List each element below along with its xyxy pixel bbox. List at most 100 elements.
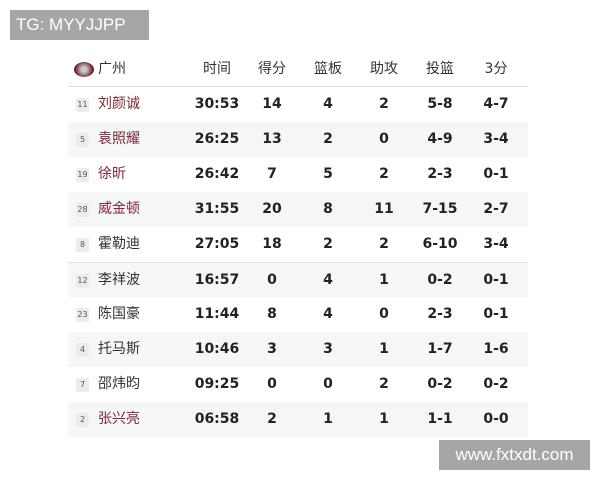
jersey-number: 19: [76, 168, 89, 182]
player-name[interactable]: 威金顿: [98, 201, 140, 217]
stat-fg: 1-7: [427, 341, 453, 357]
stat-points: 13: [262, 131, 282, 147]
stat-minutes: 11:44: [194, 306, 240, 322]
stat-assists: 2: [379, 96, 389, 112]
table-row[interactable]: 4 托马斯 10:46 3 3 1 1-7 1-6: [68, 332, 528, 367]
jersey-number: 7: [76, 378, 89, 392]
player-name[interactable]: 陈国豪: [98, 306, 140, 322]
stat-rebounds: 2: [323, 236, 333, 252]
stat-fg: 7-15: [422, 201, 458, 217]
col-assists: 助攻: [370, 61, 398, 77]
player-name[interactable]: 托马斯: [98, 341, 140, 357]
stat-assists: 2: [379, 376, 389, 392]
player-name[interactable]: 张兴亮: [98, 411, 140, 427]
stat-rebounds: 8: [323, 201, 333, 217]
player-name[interactable]: 刘颜诚: [98, 96, 140, 112]
table-row[interactable]: 12 李祥波 16:57 0 4 1 0-2 0-1: [68, 262, 528, 297]
stat-fg: 2-3: [427, 306, 453, 322]
jersey-number: 8: [76, 238, 89, 252]
stat-assists: 11: [374, 201, 394, 217]
stat-minutes: 16:57: [194, 272, 240, 288]
stat-3pt: 1-6: [483, 341, 509, 357]
table-row[interactable]: 19 徐昕 26:42 7 5 2 2-3 0-1: [68, 157, 528, 192]
stat-minutes: 26:25: [194, 131, 240, 147]
tg-label: TG: MYYJJPP: [10, 10, 149, 40]
stat-3pt: 4-7: [483, 96, 509, 112]
stat-rebounds: 1: [323, 411, 333, 427]
table-row[interactable]: 8 霍勒迪 27:05 18 2 2 6-10 3-4: [68, 227, 528, 262]
table-row[interactable]: 23 陈国豪 11:44 8 4 0 2-3 0-1: [68, 297, 528, 332]
table-row[interactable]: 2 张兴亮 06:58 2 1 1 1-1 0-0: [68, 402, 528, 437]
table-header: 广州 时间 得分 篮板 助攻 投篮 3分: [68, 52, 528, 87]
player-name[interactable]: 邵炜昀: [98, 376, 140, 392]
stat-fg: 0-2: [427, 272, 453, 288]
col-rebounds: 篮板: [314, 61, 342, 77]
stat-3pt: 0-1: [483, 272, 509, 288]
stat-assists: 0: [379, 131, 389, 147]
stat-assists: 1: [379, 341, 389, 357]
jersey-number: 28: [76, 203, 89, 217]
stat-minutes: 09:25: [194, 376, 240, 392]
stat-points: 14: [262, 96, 282, 112]
jersey-number: 12: [76, 274, 89, 288]
stat-points: 3: [267, 341, 277, 357]
stat-minutes: 31:55: [194, 201, 240, 217]
stat-rebounds: 2: [323, 131, 333, 147]
stat-3pt: 0-1: [483, 306, 509, 322]
stat-fg: 2-3: [427, 166, 453, 182]
table-row[interactable]: 11 刘颜诚 30:53 14 4 2 5-8 4-7: [68, 87, 528, 122]
stat-assists: 1: [379, 411, 389, 427]
player-name[interactable]: 霍勒迪: [98, 236, 140, 252]
stat-assists: 2: [379, 236, 389, 252]
stat-minutes: 27:05: [194, 236, 240, 252]
player-name[interactable]: 徐昕: [98, 166, 126, 182]
stat-minutes: 26:42: [194, 166, 240, 182]
stat-rebounds: 0: [323, 376, 333, 392]
player-name[interactable]: 李祥波: [98, 272, 140, 288]
stat-minutes: 06:58: [194, 411, 240, 427]
stat-fg: 5-8: [427, 96, 453, 112]
stat-fg: 4-9: [427, 131, 453, 147]
player-name[interactable]: 袁照耀: [98, 131, 140, 147]
stat-3pt: 3-4: [483, 236, 509, 252]
stat-points: 8: [267, 306, 277, 322]
jersey-number: 5: [76, 133, 89, 147]
col-points: 得分: [258, 61, 286, 77]
stat-minutes: 10:46: [194, 341, 240, 357]
stat-assists: 2: [379, 166, 389, 182]
stat-rebounds: 4: [323, 272, 333, 288]
stat-3pt: 2-7: [483, 201, 509, 217]
stat-points: 2: [267, 411, 277, 427]
stat-3pt: 0-1: [483, 166, 509, 182]
box-score-table: 广州 时间 得分 篮板 助攻 投篮 3分 11 刘颜诚 30:53 14 4 2 5-8 4-…: [68, 52, 528, 437]
stat-points: 7: [267, 166, 277, 182]
jersey-number: 4: [76, 343, 89, 357]
table-row[interactable]: 7 邵炜昀 09:25 0 0 2 0-2 0-2: [68, 367, 528, 402]
stat-rebounds: 4: [323, 96, 333, 112]
jersey-number: 11: [76, 98, 89, 112]
table-row[interactable]: 5 袁照耀 26:25 13 2 0 4-9 3-4: [68, 122, 528, 157]
jersey-number: 2: [76, 413, 89, 427]
stat-assists: 1: [379, 272, 389, 288]
watermark: www.fxtxdt.com: [439, 440, 590, 470]
stat-minutes: 30:53: [194, 96, 240, 112]
team-logo-icon: [74, 62, 94, 77]
stat-fg: 6-10: [422, 236, 458, 252]
stat-points: 0: [267, 272, 277, 288]
stat-rebounds: 5: [323, 166, 333, 182]
stat-fg: 1-1: [427, 411, 453, 427]
col-3pt: 3分: [484, 61, 508, 77]
stat-rebounds: 4: [323, 306, 333, 322]
stat-points: 20: [262, 201, 282, 217]
stat-fg: 0-2: [427, 376, 453, 392]
stat-3pt: 3-4: [483, 131, 509, 147]
table-row[interactable]: 28 威金顿 31:55 20 8 11 7-15 2-7: [68, 192, 528, 227]
stat-points: 0: [267, 376, 277, 392]
col-fg: 投篮: [426, 61, 454, 77]
jersey-number: 23: [76, 308, 89, 322]
stat-points: 18: [262, 236, 282, 252]
col-minutes: 时间: [203, 61, 231, 77]
stat-assists: 0: [379, 306, 389, 322]
stat-3pt: 0-0: [483, 411, 509, 427]
stat-3pt: 0-2: [483, 376, 509, 392]
